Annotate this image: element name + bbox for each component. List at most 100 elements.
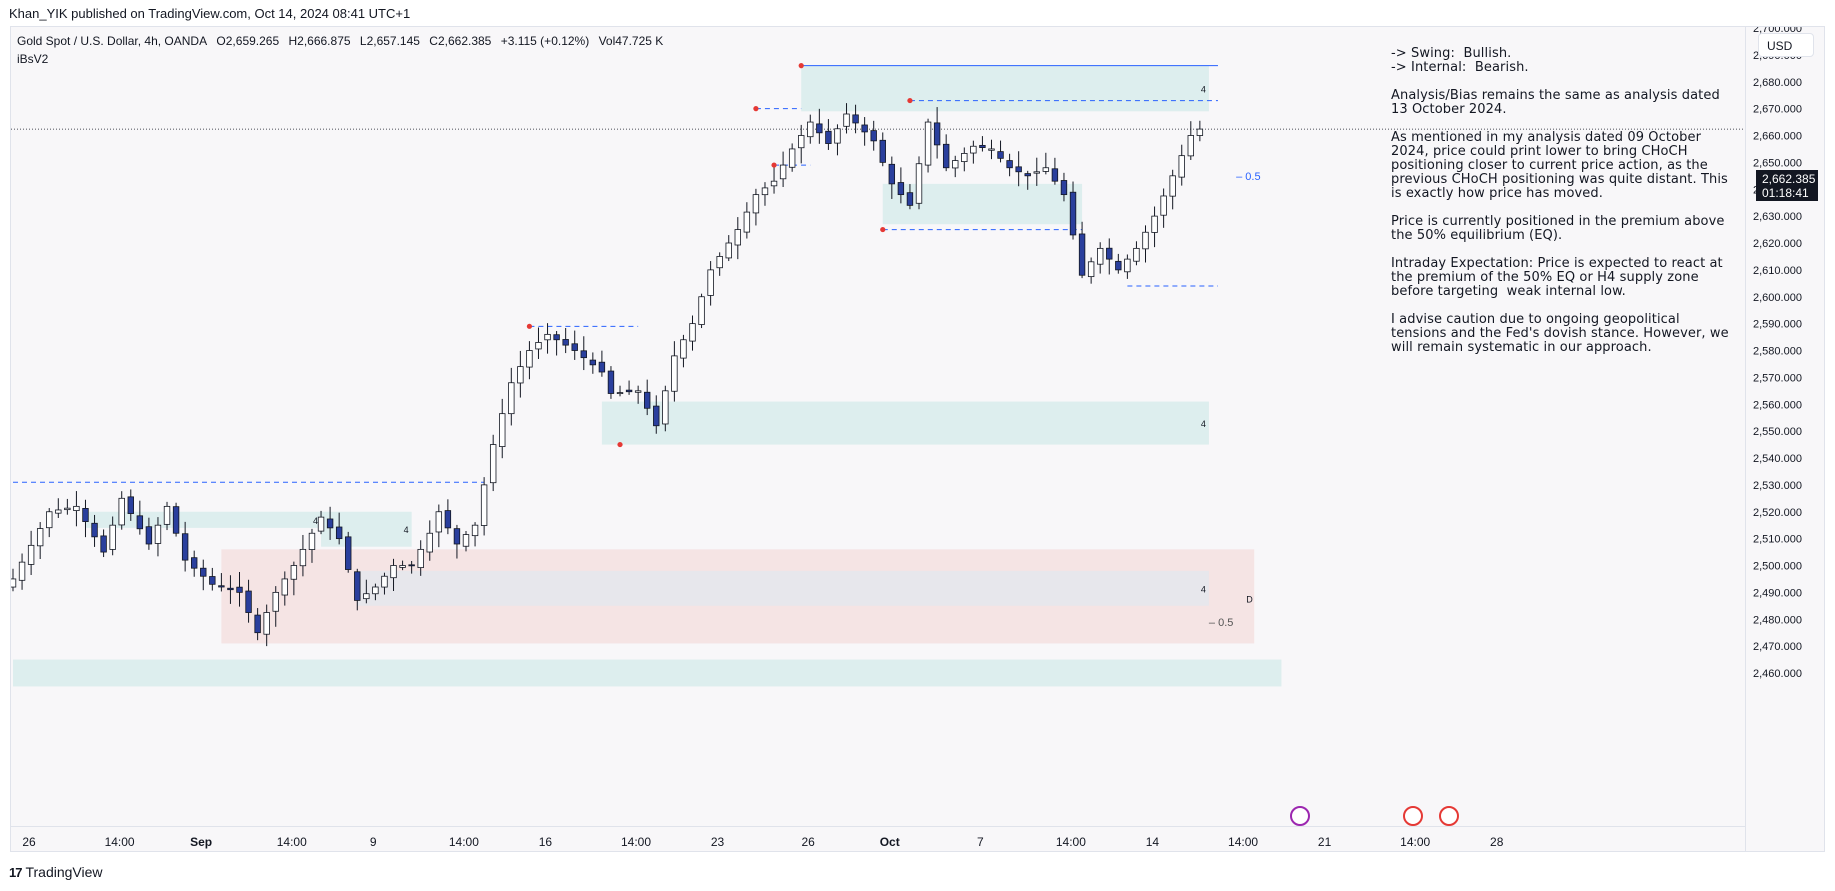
candle-body [970, 145, 977, 154]
candle-body [707, 269, 714, 296]
indicator-label[interactable]: iBsV2 [17, 52, 49, 66]
symbol-legend[interactable]: Gold Spot / U.S. Dollar, 4h, OANDA O2,65… [17, 34, 669, 48]
candle-body [1087, 261, 1095, 278]
analysis-notes: -> Swing: Bullish. -> Internal: Bearish.… [1391, 47, 1731, 355]
candle-body [480, 484, 488, 526]
swing-marker [617, 441, 623, 448]
candle-body [435, 511, 443, 533]
x-tick-label: 7 [977, 835, 984, 849]
candle-body [725, 242, 732, 259]
flash-event-icon [1290, 806, 1310, 826]
candle-body [46, 511, 53, 529]
y-tick-label: 2,460.000 [1753, 668, 1802, 680]
y-tick-label: 2,470.000 [1753, 641, 1802, 653]
candle-body [843, 113, 850, 127]
candle-body [1133, 247, 1140, 262]
y-tick-label: 2,500.000 [1753, 561, 1802, 573]
candle-body [227, 587, 234, 591]
candle-body [743, 211, 751, 233]
y-tick-label: 2,480.000 [1753, 614, 1802, 626]
y-tick-label: 2,510.000 [1753, 534, 1802, 546]
candle-body [1151, 215, 1158, 233]
candle-body [489, 444, 497, 484]
y-tick-label: 2,550.000 [1753, 426, 1802, 438]
zone-label: 4 [313, 516, 318, 526]
y-tick-label: 2,490.000 [1753, 587, 1802, 599]
candle-body [1051, 168, 1059, 182]
candle-body [308, 532, 316, 550]
zone-demand [801, 65, 1209, 112]
swing-marker [798, 63, 804, 69]
open-value: O2,659.265 [216, 34, 280, 48]
note-caution: I advise caution due to ongoing geopolit… [1391, 312, 1733, 355]
candle-body [1187, 135, 1194, 157]
candle-body [553, 334, 560, 341]
candle-body [997, 151, 1004, 159]
candle-body [779, 164, 787, 180]
candle-body [562, 339, 569, 346]
chart-area[interactable]: 4 4 4 4 D 4 – 0.5 – 0.5 2,460.000 2,470.000 2,48… [10, 26, 1825, 852]
candle-body [1178, 155, 1185, 178]
footer-branding[interactable]: 17 TradingView [9, 864, 103, 880]
candle-body [662, 390, 669, 425]
zone-label: 4 [1201, 584, 1206, 594]
chart-canvas[interactable]: 4 4 4 4 D 4 – 0.5 – 0.5 2,460.000 2,470.000 2,48… [11, 27, 1825, 852]
y-tick-label: 2,590.000 [1753, 319, 1802, 331]
candle-body [906, 192, 914, 206]
candle-body [807, 121, 814, 138]
candle-body [127, 496, 134, 514]
note-intraday: Intraday Expectation: Price is expected … [1391, 256, 1727, 299]
candle-body [1069, 191, 1077, 236]
swing-marker [753, 106, 759, 112]
candle-body [1106, 247, 1113, 260]
candle-body [888, 163, 896, 185]
candle-body [625, 389, 633, 393]
x-tick-label: 23 [711, 835, 725, 849]
candle-body [345, 536, 352, 570]
candle-body [852, 114, 859, 124]
y-tick-label: 2,630.000 [1753, 211, 1802, 223]
note-bias: Analysis/Bias remains the same as analys… [1391, 88, 1725, 117]
candle-body [263, 612, 270, 635]
symbol-name[interactable]: Gold Spot / U.S. Dollar, 4h, OANDA [17, 34, 208, 48]
x-tick-label: Oct [880, 835, 900, 849]
candle-body [354, 571, 361, 601]
candle-body [798, 135, 805, 149]
candle-body [834, 128, 841, 144]
tradingview-logo-icon[interactable]: 17 [9, 864, 23, 880]
candle-body [55, 509, 62, 514]
candle-body [761, 187, 769, 196]
candle-body [788, 148, 796, 168]
x-tick-label: 14:00 [449, 835, 479, 849]
y-tick-label: 2,660.000 [1753, 131, 1802, 143]
candle-body [870, 130, 877, 142]
zones-layer: 4 4 4 4 D 4 [13, 65, 1282, 687]
candle-body [734, 229, 741, 246]
y-tick-label: 2,560.000 [1753, 399, 1802, 411]
candle-body [1024, 173, 1031, 177]
y-tick-label: 2,540.000 [1753, 453, 1802, 465]
candle-body [961, 153, 968, 163]
x-tick-label: Sep [190, 835, 212, 849]
candle-body [444, 510, 452, 529]
y-tick-label: 2,600.000 [1753, 292, 1802, 304]
candles-layer [11, 103, 1204, 647]
candle-body [363, 593, 370, 600]
candle-body [209, 576, 216, 585]
x-tick-label: 26 [801, 835, 815, 849]
candle-body [172, 506, 180, 534]
currency-button[interactable]: USD [1758, 33, 1814, 57]
candle-body [18, 561, 26, 581]
x-tick-label: 14:00 [1228, 835, 1258, 849]
tradingview-brand[interactable]: TradingView [25, 864, 103, 880]
candle-body [716, 256, 723, 269]
y-tick-label: 2,570.000 [1753, 372, 1802, 384]
candle-body [616, 392, 624, 395]
last-price-badge: 2,662.385 01:18:41 [1756, 170, 1818, 201]
candle-body [163, 505, 171, 525]
candle-body [109, 524, 116, 550]
zone-demand [85, 511, 322, 528]
high-value: H2,666.875 [288, 34, 351, 48]
zone-label: 4 [1201, 419, 1206, 429]
low-value: L2,657.145 [359, 34, 420, 48]
